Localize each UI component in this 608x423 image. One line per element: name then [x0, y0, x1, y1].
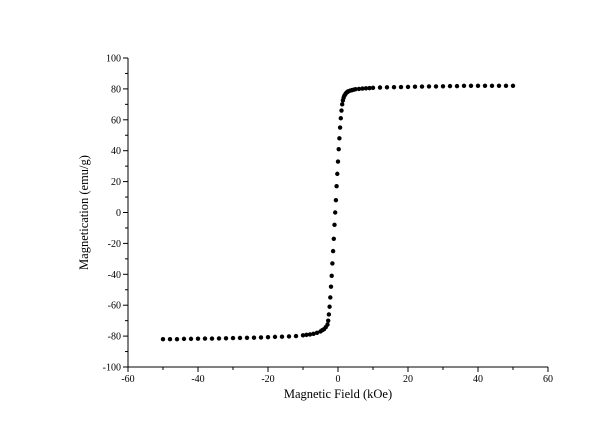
data-point: [265, 334, 271, 340]
data-point: [326, 318, 331, 323]
data-point: [398, 84, 404, 90]
data-point: [327, 304, 332, 309]
data-point: [188, 336, 194, 342]
y-tick-label: 20: [111, 177, 121, 188]
data-point: [244, 335, 250, 340]
data-point: [311, 331, 316, 336]
data-point: [419, 84, 425, 89]
data-point: [223, 336, 229, 341]
data-point: [412, 84, 418, 89]
data-point: [363, 86, 369, 91]
data-point: [209, 336, 215, 341]
data-point: [426, 84, 432, 89]
data-point: [216, 336, 222, 341]
data-point: [335, 159, 341, 164]
y-tick-label: -80: [108, 332, 121, 343]
data-point: [330, 248, 336, 254]
y-tick-label: -100: [103, 363, 121, 374]
data-point: [337, 136, 342, 141]
data-point: [338, 116, 343, 121]
data-point: [230, 335, 236, 341]
y-tick-label: -20: [108, 239, 121, 250]
data-point: [314, 330, 320, 336]
data-point: [286, 334, 292, 339]
data-point: [325, 322, 330, 327]
data-point: [326, 312, 332, 317]
data-point: [333, 210, 338, 215]
data-point: [333, 197, 339, 203]
data-point: [330, 261, 335, 266]
data-point: [496, 83, 502, 89]
x-tick-label: 0: [336, 374, 341, 385]
data-point: [360, 86, 365, 91]
data-point: [447, 83, 453, 89]
data-point: [334, 184, 339, 189]
data-point: [340, 102, 345, 107]
data-point: [367, 85, 372, 91]
data-point: [440, 84, 446, 89]
data-point: [335, 171, 340, 177]
y-tick-label: 40: [111, 146, 121, 157]
data-point: [461, 83, 467, 89]
data-point: [475, 83, 481, 89]
data-point: [300, 333, 306, 338]
y-tick-label: 0: [116, 208, 121, 219]
data-point: [370, 85, 376, 91]
data-point: [331, 236, 336, 241]
y-tick-label: -40: [108, 270, 121, 281]
data-point: [353, 87, 358, 92]
data-point: [329, 273, 334, 279]
y-tick-label: 60: [111, 115, 121, 126]
x-tick-label: -20: [261, 374, 274, 385]
data-point: [258, 335, 264, 340]
data-point: [339, 108, 344, 113]
data-point: [202, 336, 208, 341]
x-axis-label: Magnetic Field (kOe): [284, 387, 392, 401]
data-point: [332, 222, 337, 228]
data-point: [391, 85, 397, 90]
y-tick-label: -60: [108, 301, 121, 312]
data-point: [468, 83, 474, 89]
data-point: [510, 83, 516, 89]
data-point: [167, 336, 173, 342]
y-tick-label: 80: [111, 84, 121, 95]
data-point: [181, 336, 187, 342]
data-point: [454, 83, 460, 89]
data-point: [237, 335, 243, 341]
y-tick-label: 100: [106, 54, 121, 65]
x-tick-label: -60: [121, 374, 134, 385]
data-point: [405, 84, 411, 90]
data-point: [307, 332, 313, 337]
data-point: [482, 83, 488, 89]
x-tick-label: 60: [543, 374, 553, 385]
data-point: [174, 336, 180, 342]
data-point: [328, 295, 333, 300]
data-point: [336, 146, 341, 152]
data-point: [279, 334, 285, 339]
data-point: [293, 333, 299, 339]
data-points: [160, 83, 516, 342]
data-point: [503, 83, 509, 89]
data-point: [160, 336, 166, 342]
data-point: [272, 334, 278, 340]
x-tick-label: 20: [403, 374, 413, 385]
data-point: [328, 284, 334, 289]
data-point: [377, 85, 383, 90]
x-tick-label: 40: [473, 374, 483, 385]
data-point: [304, 332, 309, 338]
data-point: [433, 84, 439, 89]
data-point: [356, 86, 362, 92]
data-point: [337, 125, 343, 130]
data-point: [489, 83, 495, 89]
data-point: [195, 336, 201, 341]
data-point: [251, 335, 257, 340]
x-tick-label: -40: [191, 374, 204, 385]
y-axis-label: Magnetication (emu/g): [77, 155, 91, 270]
data-point: [384, 85, 390, 90]
axes: -60 -40 -20 0 20 40 60 -100 -80 -60 -40 -20 0 20 40 60 8…: [103, 54, 553, 386]
